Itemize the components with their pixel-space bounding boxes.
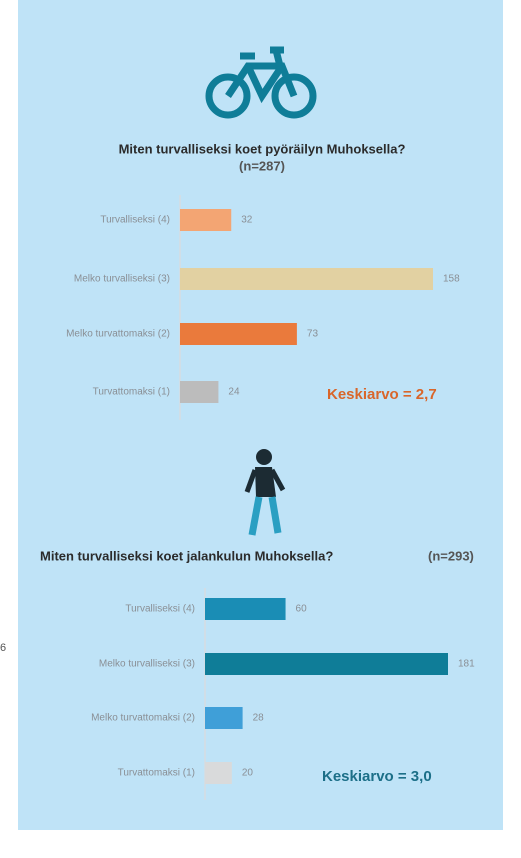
bar	[180, 381, 219, 403]
panel	[18, 0, 503, 830]
value-label: 32	[241, 215, 253, 226]
value-label: 181	[458, 659, 475, 670]
chart-subtitle: (n=293)	[428, 548, 474, 563]
value-label: 20	[242, 768, 254, 779]
category-label: Turvalliseksi (4)	[125, 604, 195, 615]
bar	[205, 762, 232, 784]
annotation: Keskiarvo = 2,7	[327, 386, 437, 403]
value-label: 60	[296, 604, 308, 615]
category-label: Melko turvattomaksi (2)	[66, 329, 170, 340]
bar	[180, 268, 433, 290]
bike-icon	[205, 46, 317, 119]
category-label: Turvalliseksi (4)	[100, 215, 170, 226]
chart-title: Miten turvalliseksi koet jalankulun Muho…	[40, 548, 333, 563]
page-number: 6	[0, 642, 6, 654]
category-label: Melko turvalliseksi (3)	[99, 659, 195, 670]
bar	[180, 323, 297, 345]
bar	[180, 209, 232, 231]
category-label: Melko turvalliseksi (3)	[74, 274, 170, 285]
bar	[205, 598, 286, 620]
value-label: 24	[228, 387, 240, 398]
category-label: Turvattomaksi (1)	[118, 768, 195, 779]
category-label: Melko turvattomaksi (2)	[91, 713, 195, 724]
annotation: Keskiarvo = 3,0	[322, 768, 432, 785]
bar	[205, 653, 448, 675]
bar	[205, 707, 243, 729]
category-label: Turvattomaksi (1)	[93, 387, 170, 398]
chart-title: Miten turvalliseksi koet pyöräilyn Muhok…	[119, 141, 406, 156]
value-label: 73	[307, 329, 319, 340]
walker-icon	[244, 449, 286, 536]
value-label: 158	[443, 274, 460, 285]
value-label: 28	[253, 713, 265, 724]
chart-subtitle: (n=287)	[239, 158, 285, 173]
